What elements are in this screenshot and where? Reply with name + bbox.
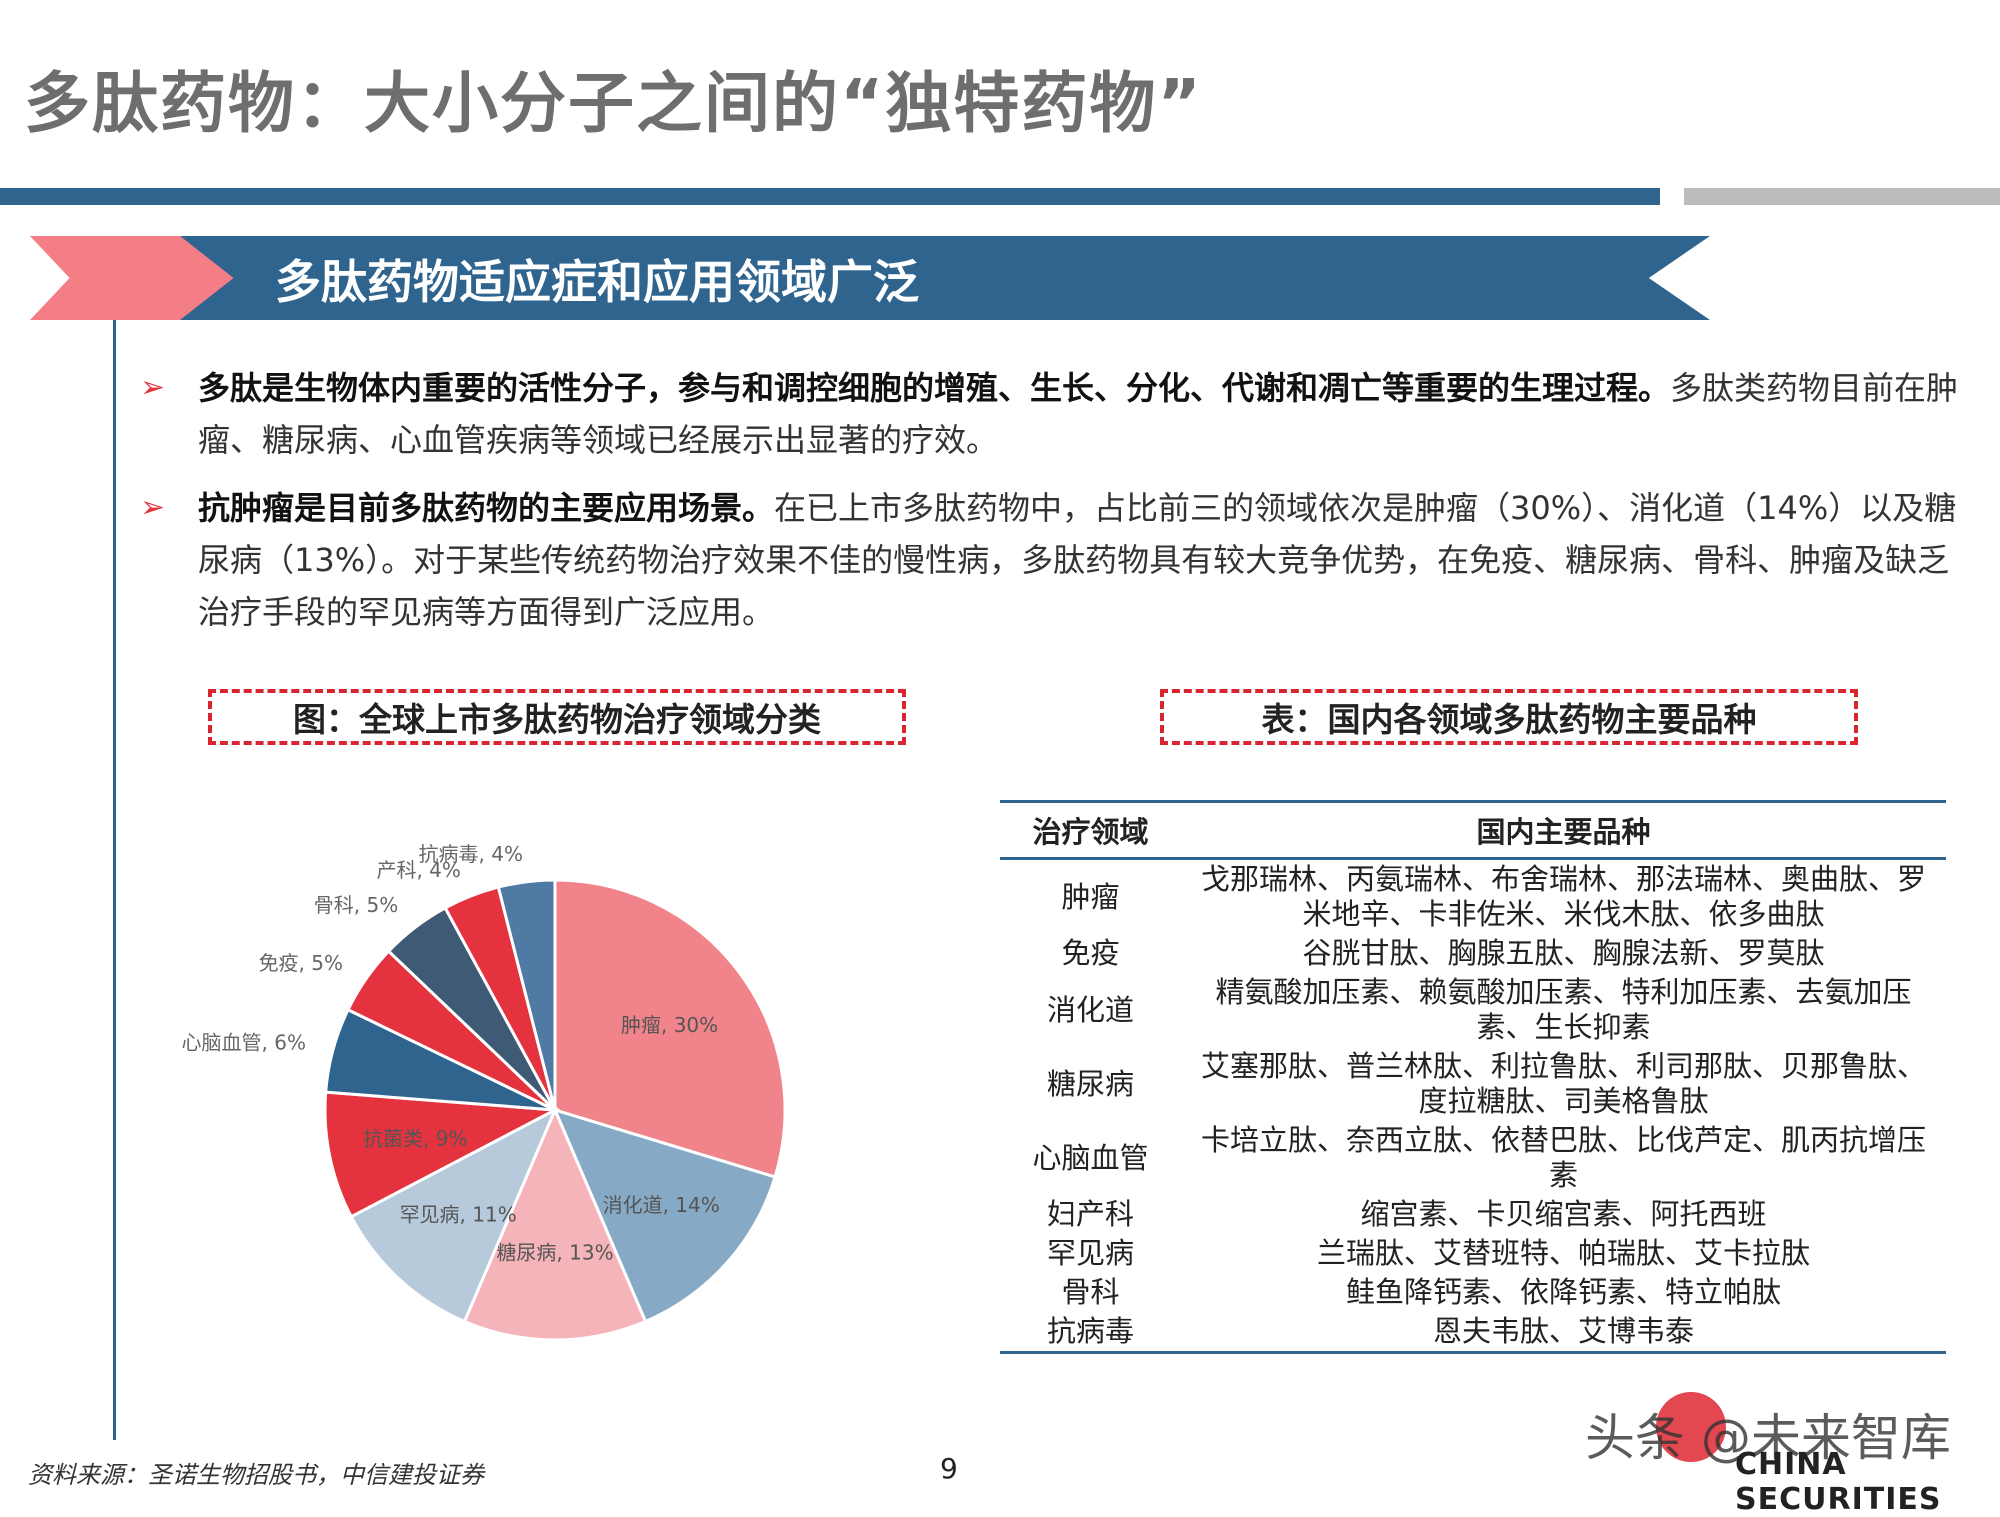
pie-slice (496, 878, 557, 1111)
table-cell-area: 免疫 (1061, 936, 1120, 970)
drug-table: 治疗领域 国内主要品种 肿瘤 戈那瑞林、丙氨瑞林、布舍瑞林、那法瑞林、奥曲肽、罗米… (1000, 800, 1946, 1354)
table-cell-area: 肿瘤 (1061, 879, 1120, 914)
table-cell-area: 抗病毒 (1046, 1314, 1134, 1348)
figure-caption: 图：全球上市多肽药物治疗领域分类 (208, 689, 906, 745)
pie-data-label: 肿瘤, 30% (621, 1013, 718, 1037)
table-cell-drugs: 恩夫韦肽、艾博韦泰 (1432, 1314, 1694, 1348)
table-cell-drugs: 兰瑞肽、艾替班特、帕瑞肽、艾卡拉肽 (1316, 1236, 1810, 1270)
column-header-drugs: 国内主要品种 (1476, 815, 1651, 849)
table-cell-drugs: 艾塞那肽、普兰林肽、利拉鲁肽、利司那肽、贝那鲁肽、度拉糖肽、司美格鲁肽 (1200, 1049, 1926, 1118)
table-cell-area: 消化道 (1046, 992, 1134, 1027)
watermark-logo-icon (1656, 1392, 1726, 1462)
banner-title: 多肽药物适应症和应用领域广泛 (275, 255, 919, 309)
table-cell-area: 骨科 (1061, 1275, 1120, 1309)
header-rule-gray (1684, 188, 2000, 205)
table-caption: 表：国内各领域多肽药物主要品种 (1160, 689, 1858, 745)
bullet-list: ➢ 多肽是生物体内重要的活性分子，参与和调控细胞的增殖、生长、分化、代谢和凋亡等… (140, 362, 1970, 654)
left-vertical-rule (113, 320, 116, 1440)
table-row: 肿瘤 戈那瑞林、丙氨瑞林、布舍瑞林、那法瑞林、奥曲肽、罗米地辛、卡非佐米、米伐木肽… (1000, 859, 1946, 935)
table-header-row: 治疗领域 国内主要品种 (1000, 801, 1946, 859)
pie-data-label: 心脑血管, 6% (182, 1031, 306, 1055)
watermark-text: 头条 @未来智库 (1585, 1409, 1951, 1467)
bullet-item: ➢ 多肽是生物体内重要的活性分子，参与和调控细胞的增殖、生长、分化、代谢和凋亡等… (140, 362, 1970, 466)
pie-data-label: 抗菌类, 9% (363, 1127, 467, 1151)
table-cell-drugs: 鲑鱼降钙素、依降钙素、特立帕肽 (1345, 1275, 1781, 1309)
pie-data-label: 免疫, 5% (259, 951, 343, 975)
pie-slice (553, 878, 787, 1179)
pie-chart: 肿瘤, 30% 消化道, 14% 糖尿病, 13% 罕见病, 11% 抗菌类, 9% 心脑… (182, 842, 787, 1342)
table-cell-area: 妇产科 (1046, 1197, 1134, 1231)
bullet-item: ➢ 抗肿瘤是目前多肽药物的主要应用场景。在已上市多肽药物中，占比前三的领域依次是… (140, 482, 1970, 638)
banner-ribbon-blue (180, 236, 1710, 320)
pie-data-label: 消化道, 14% (603, 1193, 720, 1217)
bullet-text: 多肽类药物目前在肿瘤、糖尿病、心血管疾病等领域已经展示出显著的疗效。 (198, 369, 1959, 459)
table-cell-drugs: 卡培立肽、奈西立肽、依替巴肽、比伐芦定、肌丙抗增压素 (1200, 1123, 1926, 1192)
table-row: 抗病毒 恩夫韦肽、艾博韦泰 (1000, 1312, 1946, 1353)
header-rule-blue (0, 188, 1660, 205)
arrow-bullet-icon: ➢ (140, 490, 166, 525)
pie-slice (349, 1106, 559, 1324)
column-header-area: 治疗领域 (1032, 815, 1149, 849)
watermark-subtext: CHINA SECURITIES (1735, 1447, 1942, 1517)
table-row: 骨科 鲑鱼降钙素、依降钙素、特立帕肽 (1000, 1273, 1946, 1312)
table-cell-area: 糖尿病 (1046, 1066, 1134, 1101)
table-cell-drugs: 戈那瑞林、丙氨瑞林、布舍瑞林、那法瑞林、奥曲肽、罗米地辛、卡非佐米、米伐木肽、依… (1200, 862, 1926, 931)
arrow-bullet-icon: ➢ (140, 370, 166, 405)
table-cell-area: 罕见病 (1046, 1236, 1134, 1270)
pie-slice (323, 1090, 561, 1219)
bullet-text: 在已上市多肽药物中，占比前三的领域依次是肿瘤（30%）、消化道（14%）以及糖尿… (198, 489, 1957, 631)
pie-data-label: 骨科, 5% (314, 893, 398, 917)
table-cell-drugs: 谷胱甘肽、胸腺五肽、胸腺法新、罗莫肽 (1302, 936, 1825, 970)
page-number: 9 (940, 1452, 958, 1485)
table-row: 消化道 精氨酸加压素、赖氨酸加压素、特利加压素、去氨加压素、生长抑素 (1000, 973, 1946, 1047)
section-banner: 多肽药物适应症和应用领域广泛 (30, 236, 1710, 320)
pie-data-label: 糖尿病, 13% (496, 1241, 613, 1265)
table-row: 糖尿病 艾塞那肽、普兰林肽、利拉鲁肽、利司那肽、贝那鲁肽、度拉糖肽、司美格鲁肽 (1000, 1047, 1946, 1121)
source-note: 资料来源：圣诺生物招股书，中信建投证券 (28, 1461, 484, 1489)
table-row: 免疫 谷胱甘肽、胸腺五肽、胸腺法新、罗莫肽 (1000, 934, 1946, 973)
pie-slice (462, 1106, 648, 1342)
pie-slice (552, 1107, 777, 1324)
table-cell-area: 心脑血管 (1032, 1140, 1149, 1175)
bullet-bold-text: 多肽是生物体内重要的活性分子，参与和调控细胞的增殖、生长、分化、代谢和凋亡等重要… (198, 369, 1671, 407)
table-cell-drugs: 精氨酸加压素、赖氨酸加压素、特利加压素、去氨加压素、生长抑素 (1215, 975, 1912, 1044)
table-cell-drugs: 缩宫素、卡贝缩宫素、阿托西班 (1360, 1197, 1767, 1231)
table-row: 妇产科 缩宫素、卡贝缩宫素、阿托西班 (1000, 1195, 1946, 1234)
pie-data-label: 罕见病, 11% (400, 1203, 517, 1227)
page-title: 多肽药物：大小分子之间的“独特药物” (24, 65, 1203, 142)
table-row: 罕见病 兰瑞肽、艾替班特、帕瑞肽、艾卡拉肽 (1000, 1234, 1946, 1273)
table-row: 心脑血管 卡培立肽、奈西立肽、依替巴肽、比伐芦定、肌丙抗增压素 (1000, 1121, 1946, 1195)
pie-data-label: 抗病毒, 4% (419, 842, 523, 866)
bullet-bold-text: 抗肿瘤是目前多肽药物的主要应用场景。 (198, 489, 775, 527)
pie-data-label: 产科, 4% (376, 858, 460, 882)
